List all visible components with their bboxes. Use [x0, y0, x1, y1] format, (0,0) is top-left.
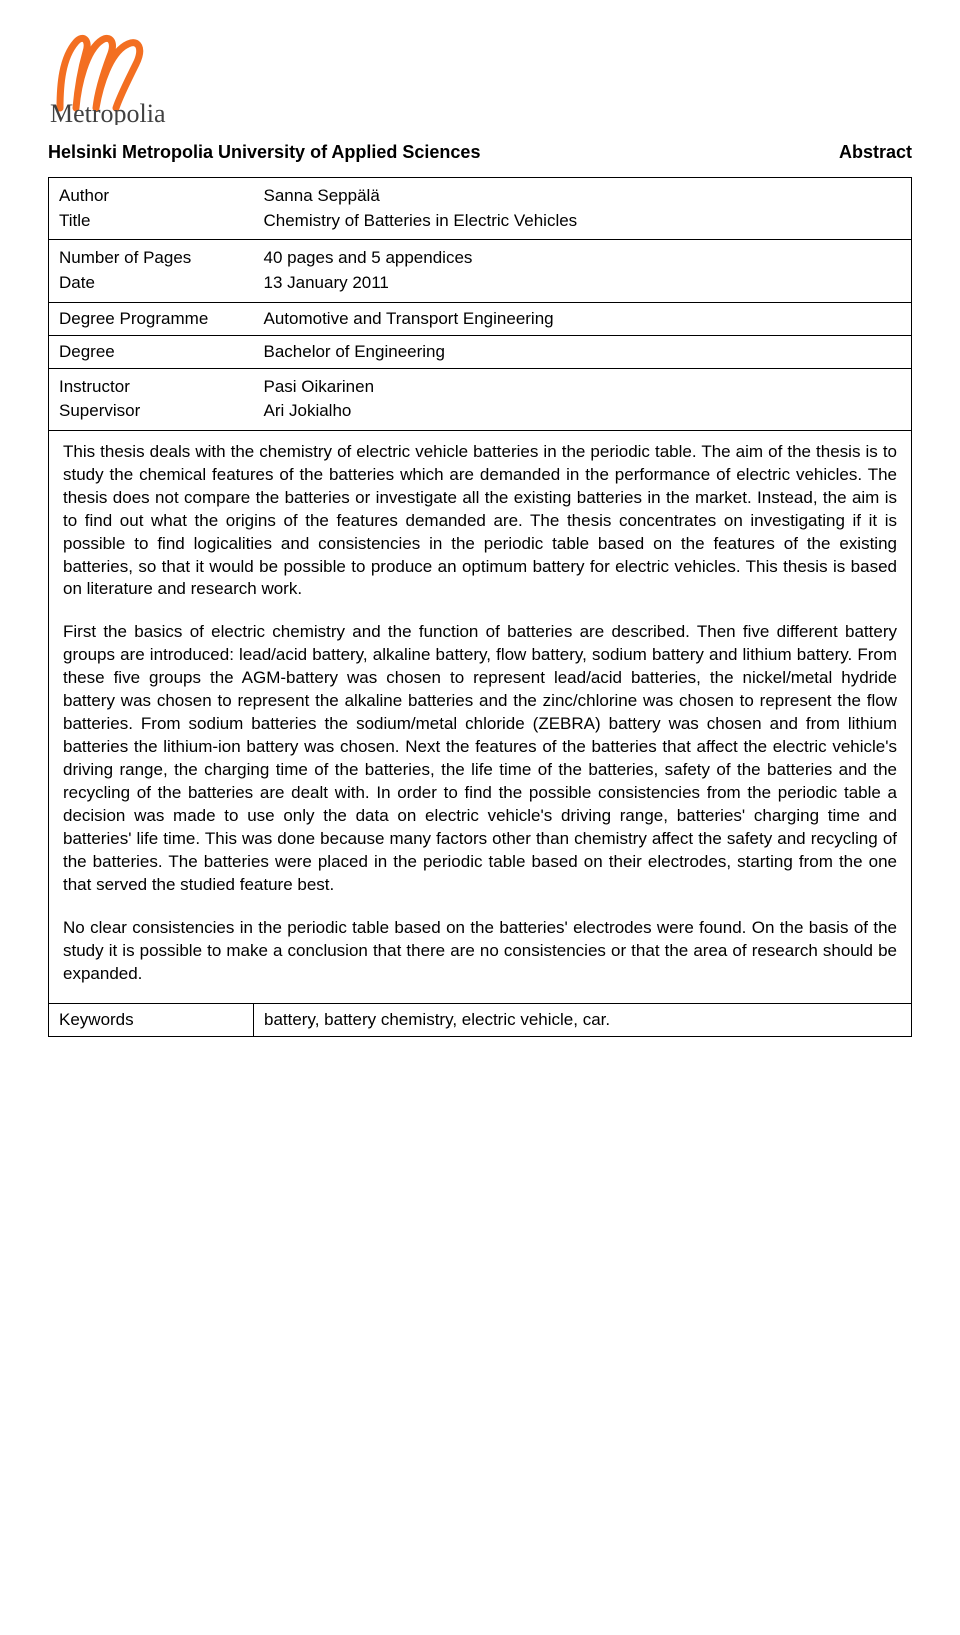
value-instructor: Pasi Oikarinen	[264, 375, 902, 400]
value-programme: Automotive and Transport Engineering	[264, 309, 554, 328]
label-keywords: Keywords	[59, 1010, 134, 1029]
value-date: 13 January 2011	[264, 271, 902, 296]
institution-name: Helsinki Metropolia University of Applie…	[48, 142, 480, 163]
label-pages: Number of Pages	[59, 246, 244, 271]
logo: Metropolia	[48, 30, 912, 130]
label-supervisor: Supervisor	[59, 399, 244, 424]
row-programme: Degree Programme Automotive and Transpor…	[49, 302, 912, 335]
value-degree: Bachelor of Engineering	[264, 342, 445, 361]
value-title: Chemistry of Batteries in Electric Vehic…	[264, 209, 902, 234]
value-supervisor: Ari Jokialho	[264, 399, 902, 424]
row-instructor-supervisor: Instructor Supervisor Pasi Oikarinen Ari…	[49, 368, 912, 430]
row-pages-date: Number of Pages Date 40 pages and 5 appe…	[49, 240, 912, 302]
label-programme: Degree Programme	[59, 309, 208, 328]
row-degree: Degree Bachelor of Engineering	[49, 335, 912, 368]
label-degree: Degree	[59, 342, 115, 361]
logo-wordmark: Metropolia	[50, 99, 166, 125]
value-keywords: battery, battery chemistry, electric veh…	[264, 1010, 610, 1029]
row-author-title: Author Title Sanna Seppälä Chemistry of …	[49, 178, 912, 240]
label-date: Date	[59, 271, 244, 296]
value-author: Sanna Seppälä	[264, 184, 902, 209]
abstract-paragraph-1: This thesis deals with the chemistry of …	[63, 441, 897, 602]
metropolia-logo-icon: Metropolia	[48, 30, 238, 125]
abstract-table: Author Title Sanna Seppälä Chemistry of …	[48, 177, 912, 1037]
document-type: Abstract	[839, 142, 912, 163]
row-abstract: This thesis deals with the chemistry of …	[49, 430, 912, 1004]
label-title: Title	[59, 209, 244, 234]
page-header: Helsinki Metropolia University of Applie…	[48, 142, 912, 163]
abstract-paragraph-2: First the basics of electric chemistry a…	[63, 621, 897, 896]
label-instructor: Instructor	[59, 375, 244, 400]
row-keywords: Keywords battery, battery chemistry, ele…	[49, 1004, 912, 1037]
value-pages: 40 pages and 5 appendices	[264, 246, 902, 271]
abstract-paragraph-3: No clear consistencies in the periodic t…	[63, 917, 897, 986]
label-author: Author	[59, 184, 244, 209]
